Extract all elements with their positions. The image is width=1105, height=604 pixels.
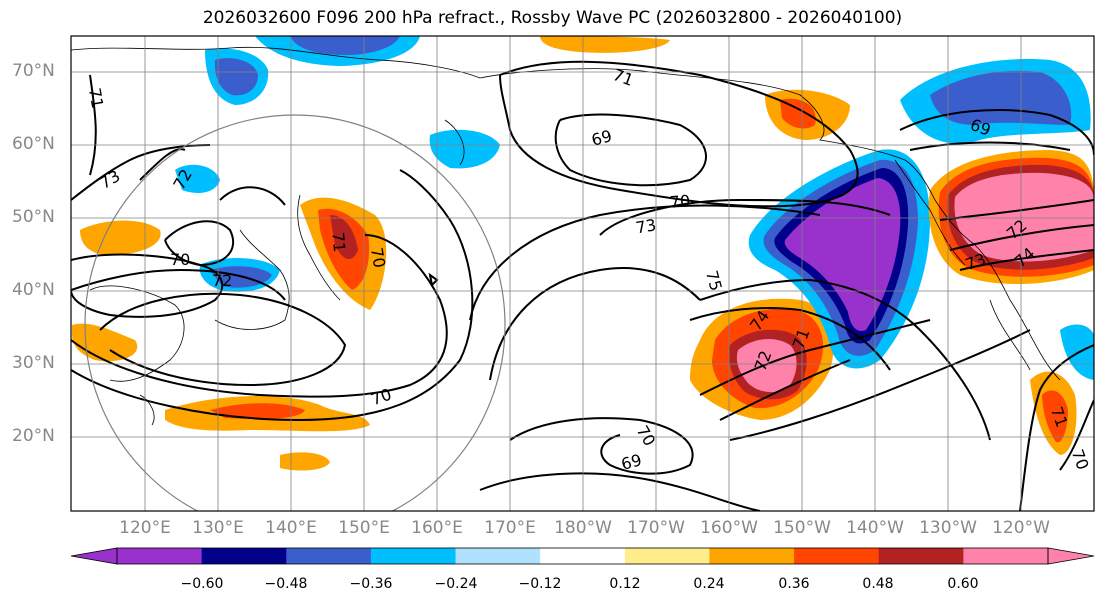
lat-tick-label: 20°N xyxy=(12,426,55,446)
contour-label: 73 xyxy=(634,215,657,237)
colorbar-tick-label: 0.60 xyxy=(947,576,979,592)
lon-tick-label: 170°W xyxy=(627,518,685,538)
colorbar-tick-label: −0.60 xyxy=(180,576,224,592)
colorbar-segment xyxy=(963,548,1049,564)
colorbar-extend-right xyxy=(1047,547,1095,565)
contour-label: 70 xyxy=(669,191,691,212)
lon-tick-label: 140°W xyxy=(846,518,904,538)
lon-tick-label: 160°E xyxy=(411,518,463,538)
contour-label: 69 xyxy=(589,126,614,150)
colorbar-tick-label: −0.24 xyxy=(434,576,478,592)
colorbar-segment xyxy=(286,548,372,564)
colorbar-segment xyxy=(455,548,541,564)
lat-tick-label: 40°N xyxy=(12,280,55,300)
contour-label: 70 xyxy=(170,250,190,269)
contour-label: 70 xyxy=(367,246,389,269)
contour-label: 75 xyxy=(702,268,726,293)
colorbar-segment xyxy=(540,548,626,564)
colorbar-segment xyxy=(201,548,287,564)
colorbar-tick-label: 0.24 xyxy=(693,576,725,592)
contour-label: 72 xyxy=(212,271,232,290)
colorbar-segment xyxy=(370,548,457,564)
lon-tick-label: 120°W xyxy=(992,518,1050,538)
colorbar-tick-label: −0.36 xyxy=(349,576,393,592)
lon-tick-label: 150°E xyxy=(338,518,390,538)
colorbar-segment xyxy=(709,548,795,564)
lat-tick-label: 60°N xyxy=(12,134,55,154)
lat-tick-label: 70°N xyxy=(12,61,55,81)
colorbar-segment xyxy=(624,548,710,564)
colorbar-tick-label: 0.36 xyxy=(778,576,810,592)
lon-tick-label: 180°W xyxy=(554,518,612,538)
lon-tick-label: 120°E xyxy=(119,518,171,538)
colorbar-frame xyxy=(116,547,1049,565)
lon-tick-label: 160°W xyxy=(700,518,758,538)
lat-tick-label: 30°N xyxy=(12,353,55,373)
contour-label: 71 xyxy=(85,86,107,109)
lat-tick-label: 50°N xyxy=(12,207,55,227)
lon-tick-label: 150°W xyxy=(773,518,831,538)
lon-tick-label: 140°E xyxy=(265,518,317,538)
colorbar xyxy=(70,547,1095,565)
contours xyxy=(71,60,1094,511)
contour-label: 69 xyxy=(619,450,644,474)
reference-circle xyxy=(84,114,506,511)
contour-label: 71 xyxy=(328,231,349,253)
colorbar-tick-label: −0.48 xyxy=(264,576,308,592)
lon-tick-label: 170°E xyxy=(484,518,536,538)
colorbar-extend-left xyxy=(70,547,118,565)
map-title: 2026032600 F096 200 hPa refract., Rossby… xyxy=(202,8,903,28)
gridlines xyxy=(71,36,1094,511)
colorbar-tick-label: −0.12 xyxy=(518,576,562,592)
lon-tick-label: 130°W xyxy=(919,518,977,538)
colorbar-tick-label: 0.12 xyxy=(609,576,641,592)
colorbar-segment xyxy=(117,548,203,564)
colorbar-segment xyxy=(794,548,880,564)
colorbar-tick-label: 0.48 xyxy=(862,576,894,592)
colorbar-segment xyxy=(878,548,964,564)
lon-tick-label: 130°E xyxy=(192,518,244,538)
